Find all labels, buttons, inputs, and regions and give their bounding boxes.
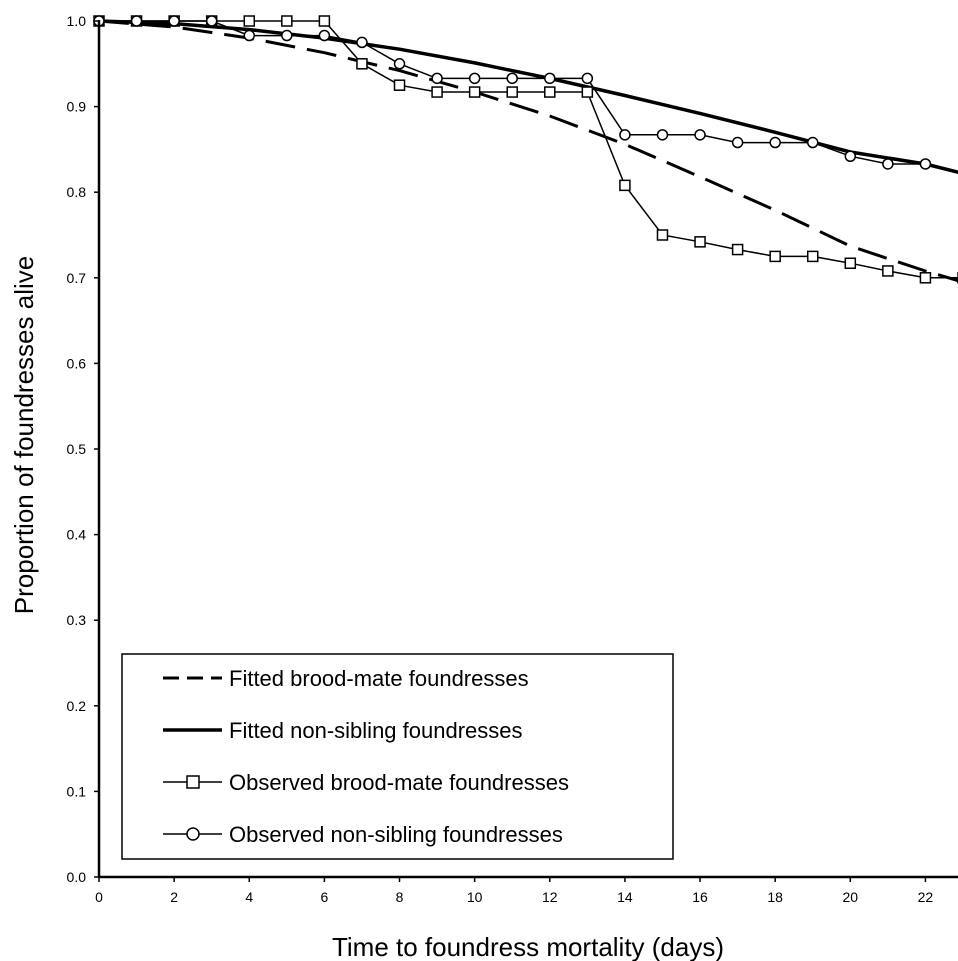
square-point <box>544 86 556 98</box>
circle-point <box>544 72 556 85</box>
x-axis-title: Time to foundress mortality (days) <box>332 932 724 961</box>
circle-point <box>431 72 443 85</box>
square-point <box>882 265 894 277</box>
circle-point <box>393 58 406 70</box>
square-point <box>656 229 669 241</box>
x-tick-label: 16 <box>692 889 708 905</box>
y-tick-label: 1.0 <box>67 13 87 29</box>
x-tick-label: 20 <box>843 889 859 905</box>
circle-point <box>694 129 706 141</box>
square-point <box>844 257 857 269</box>
x-tick-label: 10 <box>467 889 483 905</box>
series-line-3 <box>99 20 958 279</box>
circle-point <box>882 158 894 170</box>
square-point <box>468 86 481 98</box>
circle-point <box>731 136 744 149</box>
square-point <box>431 86 443 98</box>
y-tick-label: 0.7 <box>67 270 87 286</box>
circle-point <box>581 72 594 85</box>
square-point <box>356 58 368 70</box>
circle-point <box>769 136 781 149</box>
square-point <box>919 272 932 284</box>
series-line-2 <box>98 19 958 174</box>
legend: Fitted brood-mate foundresses Fitted non-… <box>121 653 674 860</box>
circle-point <box>130 15 143 27</box>
series-line-1 <box>98 19 958 283</box>
circle-point <box>243 29 256 42</box>
circle-point <box>844 150 857 162</box>
x-tick-label: 12 <box>542 889 558 905</box>
circle-point <box>506 72 518 85</box>
circle-point <box>356 36 368 49</box>
x-tick-label: 18 <box>767 889 783 905</box>
y-tick-label: 0.6 <box>67 355 87 371</box>
square-point <box>281 15 293 27</box>
y-tick-label: 0.9 <box>67 99 87 115</box>
y-axis-title: Proportion of foundresses alive <box>9 256 39 614</box>
y-tick-label: 0.3 <box>67 612 87 628</box>
square-point <box>694 236 706 248</box>
legend-circle-marker <box>186 827 200 841</box>
x-tick-label: 2 <box>170 889 178 905</box>
legend-label-1: Fitted brood-mate foundresses <box>229 666 529 691</box>
square-point <box>806 250 819 263</box>
circle-point <box>919 158 932 170</box>
square-point <box>731 243 744 256</box>
legend-label-4: Observed non-sibling foundresses <box>229 822 563 847</box>
y-tick-label: 0.2 <box>67 698 87 714</box>
circle-point <box>318 29 331 42</box>
legend-label-2: Fitted non-sibling foundresses <box>229 718 523 743</box>
y-tick-label: 0.8 <box>67 184 87 200</box>
y-tick-label: 0.4 <box>67 527 87 543</box>
square-point <box>318 15 331 27</box>
axes-layer: 0.0 0.1 0.2 0.3 0.4 0.5 0.6 0.7 0.8 0.9 1.0 0 2 4 6 8 10… <box>67 13 958 905</box>
x-tick-label: 8 <box>396 889 404 905</box>
y-tick-label: 0.1 <box>67 783 87 799</box>
circle-point <box>281 29 293 42</box>
x-tick-label: 22 <box>918 889 934 905</box>
square-point <box>581 86 594 98</box>
x-tick-label: 6 <box>320 889 328 905</box>
square-point <box>243 15 256 27</box>
circle-point <box>468 72 481 85</box>
square-point <box>769 250 781 263</box>
circle-point <box>619 129 631 141</box>
x-tick-label: 0 <box>95 889 103 905</box>
legend-square-marker <box>186 775 200 789</box>
y-tick-label: 0.5 <box>67 441 87 457</box>
circle-point <box>806 136 819 149</box>
circle-point <box>168 15 180 27</box>
series-layer <box>93 15 958 284</box>
circle-point <box>205 15 218 27</box>
circle-point <box>656 129 669 141</box>
x-tick-label: 14 <box>617 889 633 905</box>
y-tick-label: 0.0 <box>67 869 87 885</box>
square-point <box>393 79 406 91</box>
x-tick-label: 4 <box>245 889 253 905</box>
square-point <box>619 179 631 192</box>
legend-label-3: Observed brood-mate foundresses <box>229 770 569 795</box>
square-point <box>506 86 518 98</box>
legend-box <box>121 653 674 860</box>
